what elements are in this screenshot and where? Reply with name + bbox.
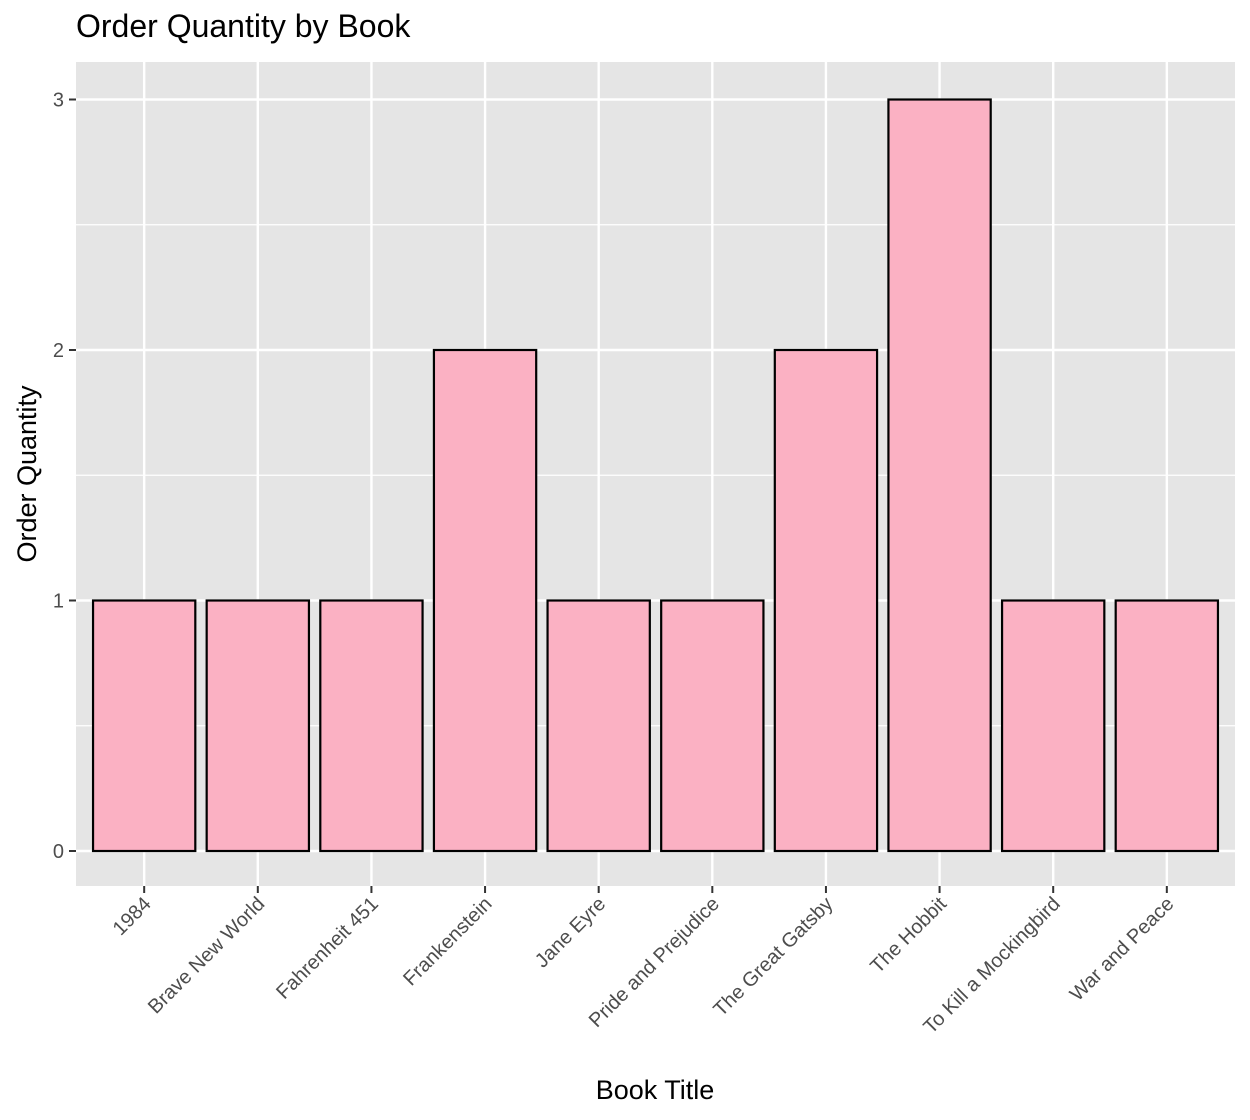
bar: [1114, 599, 1220, 853]
y-axis-title: Order Quantity: [12, 385, 42, 563]
bar: [887, 98, 992, 853]
bar: [91, 599, 197, 853]
x-tick-label: War and Peace: [1066, 893, 1179, 1006]
y-axis: 0 1 2 3: [53, 90, 76, 863]
bar: [205, 599, 311, 853]
bars: [91, 98, 1220, 853]
y-tick-label: 1: [53, 591, 64, 613]
bar: [432, 348, 538, 853]
x-tick-label: 1984: [109, 893, 156, 940]
x-tick-label: Frankenstein: [399, 893, 496, 990]
bar: [319, 599, 424, 853]
chart-title: Order Quantity by Book: [76, 8, 411, 44]
bar: [660, 599, 765, 853]
bar: [546, 599, 651, 853]
bar: [1000, 599, 1106, 853]
x-axis-title: Book Title: [596, 1075, 715, 1105]
x-tick-label: Pride and Prejudice: [585, 893, 724, 1032]
x-tick-label: Brave New World: [144, 893, 269, 1018]
x-tick-label: Jane Eyre: [531, 893, 610, 972]
y-tick-label: 0: [53, 841, 64, 863]
y-tick-label: 2: [53, 340, 64, 362]
x-tick-label: The Great Gatsby: [710, 893, 838, 1021]
y-tick-label: 3: [53, 90, 64, 112]
x-tick-label: Fahrenheit 451: [272, 893, 383, 1004]
x-tick-label: The Hobbit: [866, 893, 951, 978]
bar: [773, 348, 879, 853]
